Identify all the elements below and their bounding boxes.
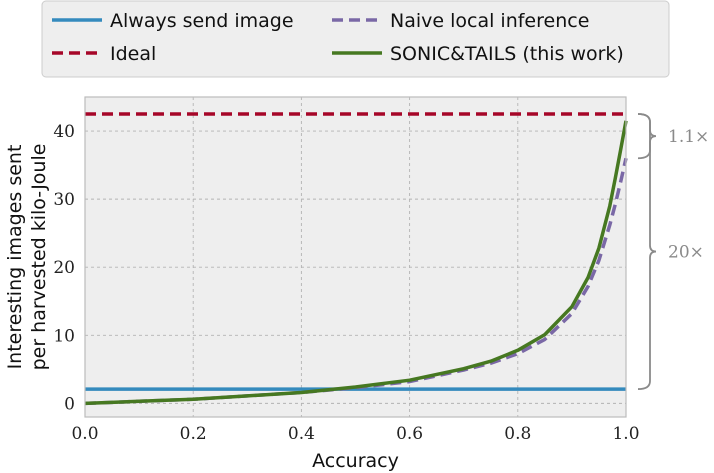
grid [84, 97, 627, 417]
x-tick-label: 0.6 [396, 424, 423, 444]
ratio-brace [637, 113, 657, 160]
y-axis-label-line2: per harvested kilo-Joule [28, 144, 50, 371]
legend-label-naive: Naive local inference [390, 10, 589, 32]
legend-box [41, 0, 670, 78]
y-tick-label: 10 [53, 326, 75, 346]
legend-label-sonic-tails: SONIC&TAILS (this work) [390, 43, 624, 65]
plot-background [85, 97, 626, 417]
y-tick-label: 0 [64, 394, 75, 414]
axis-ticks: 0.0 0.2 0.4 0.6 0.8 1.0 0 10 20 30 40 [53, 122, 639, 444]
ratio-label: 20× [668, 243, 704, 263]
series-line [84, 120, 628, 406]
series-lines [84, 112, 628, 406]
plot-frame [84, 96, 627, 418]
x-tick-label: 0.0 [71, 424, 98, 444]
x-tick-label: 0.2 [180, 424, 207, 444]
y-axis-label-line1: Interesting images sent [4, 145, 26, 370]
legend-label-ideal: Ideal [110, 43, 156, 65]
y-tick-label: 40 [53, 122, 75, 142]
legend: Always send image Ideal Naive local infe… [41, 0, 670, 78]
ratio-label: 1.1× [668, 127, 709, 147]
y-tick-label: 30 [53, 190, 75, 210]
legend-label-always-send: Always send image [110, 10, 294, 32]
x-tick-label: 0.4 [288, 424, 315, 444]
x-tick-label: 1.0 [612, 424, 639, 444]
ratio-brace [637, 113, 657, 390]
x-tick-label: 0.8 [504, 424, 531, 444]
ratio-annotations: 1.1× 20× [637, 113, 709, 390]
x-axis-label: Accuracy [312, 450, 399, 472]
y-tick-label: 20 [53, 258, 75, 278]
